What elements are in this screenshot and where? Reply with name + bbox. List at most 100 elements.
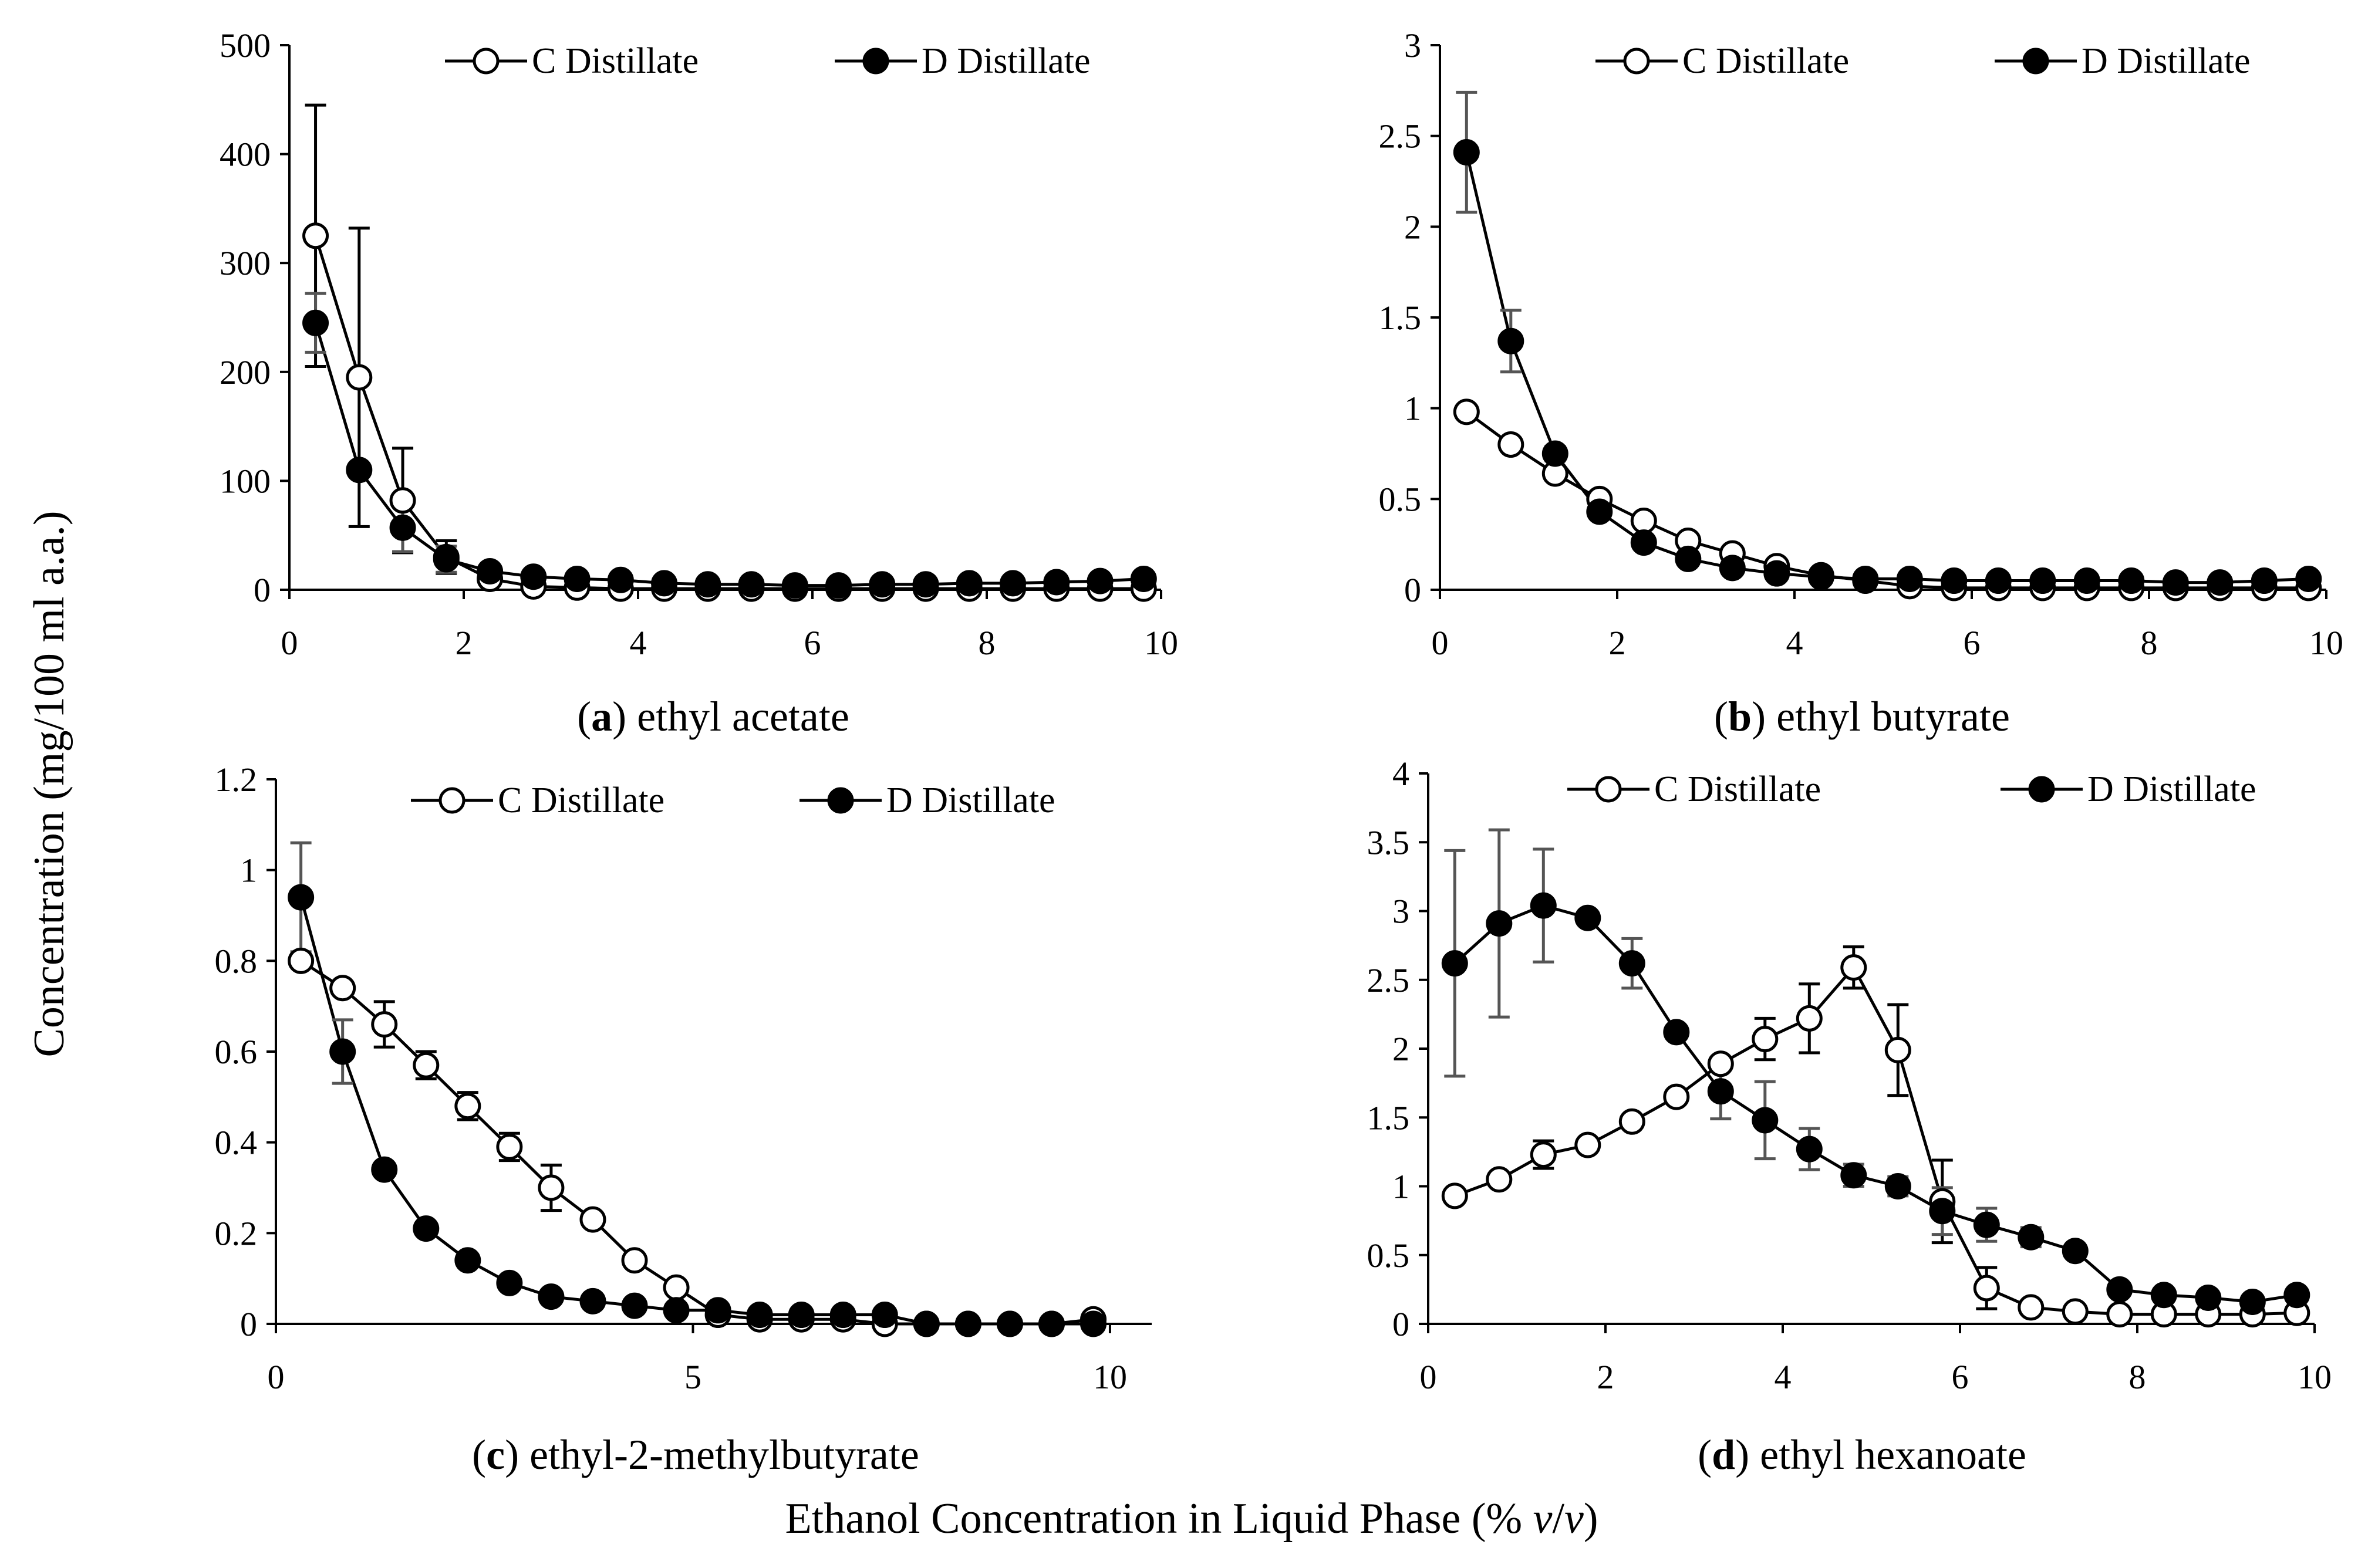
legend-c-marker (1595, 776, 1622, 803)
y-tick-label: 1 (1404, 390, 1421, 428)
c-distillate-point (1796, 1005, 1823, 1032)
legend-c-label: C Distillate (1654, 769, 1821, 809)
x-tick-label: 8 (2141, 624, 2158, 662)
y-tick-label: 1 (1392, 1168, 1409, 1206)
legend-d-label: D Distillate (922, 41, 1091, 81)
x-tick-label: 6 (1964, 624, 1981, 662)
x-tick-label: 6 (804, 624, 821, 662)
d-distillate-point (1530, 892, 1557, 919)
d-distillate-point (663, 1297, 690, 1324)
d-distillate-point (389, 514, 416, 541)
d-distillate-point (2162, 569, 2189, 596)
d-distillate-point (302, 309, 329, 336)
legend-c-label: C Distillate (1682, 41, 1849, 81)
y-tick-label: 3 (1404, 26, 1421, 65)
x-tick-label: 2 (456, 624, 473, 662)
c-distillate-point (1973, 1275, 2000, 1302)
y-tick-label: 500 (220, 26, 271, 65)
d-distillate-point (704, 1297, 731, 1324)
c-distillate-point (1663, 1083, 1690, 1110)
d-distillate-point (579, 1287, 606, 1314)
panel-a: 0 100 200 300 400 500 0 2 4 6 8 10 C Distillate D D… (220, 26, 1178, 740)
x-tick-label: 4 (1786, 624, 1803, 662)
x-axis-label-slash: / (1552, 1495, 1564, 1543)
d-distillate-point (1087, 567, 1114, 594)
x-tick-label: 10 (1093, 1358, 1127, 1396)
d-distillate-point (329, 1038, 356, 1065)
d-distillate-point (2239, 1288, 2266, 1315)
c-distillate-point (1486, 1166, 1513, 1193)
d-distillate-point (496, 1269, 523, 1296)
d-distillate-point (1796, 1136, 1823, 1163)
legend-c-label: C Distillate (532, 41, 699, 81)
d-distillate-point (738, 571, 765, 598)
d-distillate-point (2195, 1284, 2222, 1311)
y-tick-label: 0.6 (215, 1033, 258, 1071)
c-distillate-point (2018, 1294, 2045, 1321)
y-axis-label: Concentration (mg/100 ml a.a.) (25, 511, 73, 1057)
c-distillate-point (1618, 1108, 1645, 1135)
c-distillate-point (1707, 1050, 1734, 1077)
d-distillate-point (2062, 1238, 2089, 1265)
d-distillate-point (1985, 567, 2012, 594)
d-distillate-point (1663, 1019, 1690, 1046)
c-distillate-point (2106, 1301, 2133, 1328)
y-tick-label: 0.5 (1367, 1236, 1410, 1275)
c-distillate-point (1441, 1182, 1468, 1209)
d-distillate-point (520, 563, 547, 590)
y-tick-label: 2.5 (1379, 117, 1422, 156)
c-distillate-point (1497, 431, 1524, 458)
x-tick-label: 8 (2129, 1358, 2146, 1396)
d-distillate-point (2106, 1276, 2133, 1303)
d-distillate-point (746, 1302, 773, 1329)
caption-a-letter: a (591, 693, 612, 740)
c-distillate-point (496, 1133, 523, 1160)
d-distillate-point (912, 571, 939, 598)
plot-area-a: 0 100 200 300 400 500 0 2 4 6 8 10 (220, 26, 1178, 662)
d-distillate-point (1574, 904, 1601, 931)
d-distillate-point (1497, 327, 1524, 354)
x-tick-label: 0 (281, 624, 298, 662)
caption-d-title: ethyl hexanoate (1760, 1431, 2026, 1478)
y-tick-label: 0 (1404, 571, 1421, 609)
c-distillate-point (1884, 1036, 1911, 1063)
c-distillate-point (1574, 1131, 1601, 1158)
d-distillate-point (694, 571, 721, 598)
d-distillate-point (1884, 1173, 1911, 1199)
d-distillate-point (1707, 1078, 1734, 1105)
y-tick-label: 0.8 (215, 942, 258, 980)
x-tick-label: 4 (1775, 1358, 1792, 1396)
caption-c-letter: c (486, 1431, 505, 1478)
legend-c-marker (438, 787, 465, 814)
d-distillate-point (1840, 1162, 1867, 1189)
c-distillate-point (663, 1274, 690, 1301)
x-tick-label: 0 (1420, 1358, 1437, 1396)
d-distillate-point (1763, 560, 1790, 587)
x-axis-label-var1: v (1533, 1495, 1553, 1543)
d-distillate-line (1453, 904, 2298, 1303)
caption-d: (d) ethyl hexanoate (1698, 1431, 2026, 1478)
c-distillate-point (329, 975, 356, 1002)
d-distillate-point (1038, 1310, 1065, 1337)
y-tick-label: 200 (220, 353, 271, 391)
d-distillate-line (299, 897, 1094, 1326)
d-distillate-point (1130, 565, 1157, 592)
d-distillate-point (2251, 567, 2278, 594)
c-distillate-point (288, 947, 315, 974)
c-distillate-point (1752, 1026, 1779, 1053)
x-tick-label: 6 (1952, 1358, 1969, 1396)
c-distillate-point (1840, 954, 1867, 981)
d-distillate-point (2073, 567, 2100, 594)
y-tick-label: 400 (220, 136, 271, 174)
d-distillate-point (954, 1310, 981, 1337)
d-distillate-point (1973, 1211, 2000, 1238)
legend-c-label: C Distillate (498, 780, 664, 820)
legend-d-marker (827, 787, 854, 814)
legend-d-label: D Distillate (2087, 769, 2256, 809)
c-distillate-point (2062, 1298, 2089, 1325)
y-tick-label: 1 (240, 851, 257, 890)
legend-d-label: D Distillate (2082, 41, 2251, 81)
d-distillate-point (371, 1156, 398, 1183)
d-distillate-point (1000, 570, 1027, 597)
c-distillate-point (1530, 1141, 1557, 1168)
